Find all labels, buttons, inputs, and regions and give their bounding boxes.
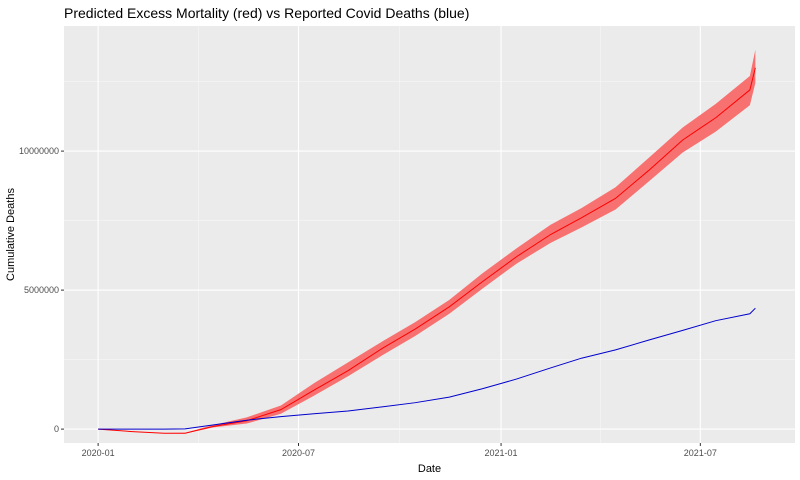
x-tick-label: 2020-01 (82, 448, 115, 458)
x-tick-label: 2021-07 (684, 448, 717, 458)
chart-title: Predicted Excess Mortality (red) vs Repo… (64, 5, 470, 21)
x-tick-label: 2021-01 (485, 448, 518, 458)
y-tick-label: 5000000 (24, 285, 59, 295)
series-0-line (98, 67, 756, 434)
y-tick-label: 10000000 (19, 146, 59, 156)
x-axis-title: Date (418, 463, 441, 475)
series-1-line (98, 307, 756, 430)
x-tick-label: 2020-07 (282, 448, 315, 458)
y-tick-label: 0 (54, 424, 59, 434)
y-axis-title: Cumulative Deaths (5, 188, 17, 281)
plot-panel (64, 26, 795, 443)
